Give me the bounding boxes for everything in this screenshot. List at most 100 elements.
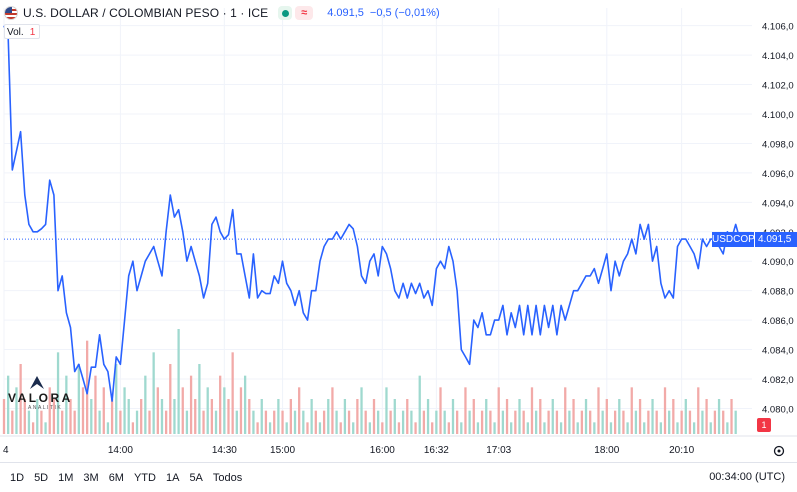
volume-bar — [630, 387, 633, 434]
volume-bar — [252, 410, 255, 434]
range-button-6m[interactable]: 6M — [108, 471, 124, 484]
y-tick-label: 4.080,0 — [762, 404, 794, 415]
volume-bar — [584, 399, 588, 434]
volume-bar — [501, 410, 505, 434]
volume-bar — [572, 399, 575, 434]
price-line-layer — [3, 25, 752, 402]
volume-bar — [86, 340, 89, 434]
volume-bar — [580, 410, 584, 434]
volume-bar — [347, 410, 351, 434]
gear-icon[interactable] — [772, 444, 786, 458]
volume-bar — [730, 399, 733, 434]
volume-bar — [397, 422, 401, 434]
chart-grid — [3, 8, 752, 432]
volume-bar — [489, 410, 492, 434]
volume-bar — [281, 410, 284, 434]
volume-bar — [555, 410, 559, 434]
volume-bar — [40, 410, 43, 434]
us-flag-icon — [4, 6, 18, 20]
volume-bar — [181, 387, 184, 434]
x-tick-label: 14:30 — [212, 445, 237, 456]
time-readout[interactable]: 00:34:00 (UTC) — [709, 471, 785, 483]
volume-bar — [277, 399, 280, 434]
volume-bar — [115, 364, 118, 434]
volume-legend[interactable]: Vol. 1 — [4, 24, 41, 39]
x-tick-label: 14:00 — [108, 445, 133, 456]
volume-bar — [410, 410, 413, 434]
volume-bar — [106, 422, 110, 434]
volume-bar — [248, 399, 251, 434]
series-name-tag: USDCOP — [712, 232, 755, 247]
volume-bar — [564, 387, 567, 434]
volume-bar — [73, 410, 76, 434]
range-button-5d[interactable]: 5D — [34, 471, 49, 484]
volume-bar — [401, 410, 405, 434]
volume-bar — [638, 399, 642, 434]
range-button-ytd[interactable]: YTD — [133, 471, 156, 484]
volume-bar — [717, 399, 721, 434]
volume-bar — [256, 422, 259, 434]
volume-bar — [127, 399, 130, 434]
volume-bar — [69, 399, 72, 434]
volume-bar — [169, 364, 172, 434]
y-tick-label: 4.084,0 — [762, 346, 794, 357]
volume-bar — [356, 399, 359, 434]
volume-bar — [343, 399, 347, 434]
volume-bar — [7, 375, 10, 434]
volume-bar — [264, 410, 268, 434]
volume-bar — [268, 422, 272, 434]
volume-bar — [447, 422, 450, 434]
volume-bar — [668, 410, 671, 434]
volume-bar — [227, 399, 230, 434]
volume-bar — [456, 410, 459, 434]
volume-bar — [426, 399, 430, 434]
volume-bar — [2, 399, 6, 434]
range-button-1a[interactable]: 1A — [165, 471, 180, 484]
volume-bar — [676, 422, 679, 434]
volume-bar — [61, 410, 64, 434]
x-tick-label: 15:00 — [270, 445, 295, 456]
volume-bar — [202, 410, 205, 434]
volume-bar — [626, 422, 629, 434]
volume-bar — [131, 422, 135, 434]
range-button-1d[interactable]: 1D — [10, 471, 25, 484]
volume-bar — [148, 410, 151, 434]
volume-bar — [647, 410, 650, 434]
x-tick-label: 4 — [3, 445, 9, 456]
volume-bar — [310, 399, 313, 434]
volume-bar — [684, 399, 687, 434]
y-tick-label: 4.090,0 — [762, 257, 794, 268]
range-button-1m[interactable]: 1M — [58, 471, 74, 484]
volume-bar — [663, 387, 667, 434]
volume-bar — [493, 422, 496, 434]
logo-mark-icon — [30, 376, 44, 389]
range-button-5a[interactable]: 5A — [189, 471, 203, 484]
volume-bar — [219, 375, 222, 434]
y-axis[interactable]: 4.080,0 4.082,0 4.084,0 4.086,0 4.088,0 4.090… — [762, 22, 794, 416]
range-button-3m[interactable]: 3M — [83, 471, 99, 484]
volume-bar — [235, 410, 238, 434]
volume-bar — [651, 399, 654, 434]
volume-bar — [327, 399, 330, 434]
volume-bar — [123, 387, 126, 434]
volume-bar — [318, 422, 322, 434]
volume-bar — [414, 422, 417, 434]
volume-bar — [505, 399, 509, 434]
volume-bar — [605, 399, 608, 434]
price-chart[interactable]: 4.080,0 4.082,0 4.084,0 4.086,0 4.088,0 4.090… — [0, 0, 797, 462]
volume-bar — [655, 410, 658, 434]
volume-bar — [223, 387, 226, 434]
volume-bar — [160, 399, 164, 434]
volume-bar — [709, 422, 712, 434]
volume-bar — [609, 422, 613, 434]
volume-bar — [377, 410, 380, 434]
volume-bar — [206, 387, 209, 434]
volume-bar — [293, 410, 297, 434]
x-axis[interactable]: 4 14:00 14:30 15:00 16:00 16:32 17:03 18:00 20:1… — [0, 435, 797, 456]
range-button-todos[interactable]: Todos — [212, 471, 243, 484]
volume-bar — [526, 422, 529, 434]
symbol-title[interactable]: U.S. DOLLAR / COLOMBIAN PESO · 1 · ICE — [23, 6, 269, 20]
volume-bar — [260, 399, 263, 434]
volume-bar — [713, 410, 717, 434]
y-tick-label: 4.086,0 — [762, 316, 794, 327]
